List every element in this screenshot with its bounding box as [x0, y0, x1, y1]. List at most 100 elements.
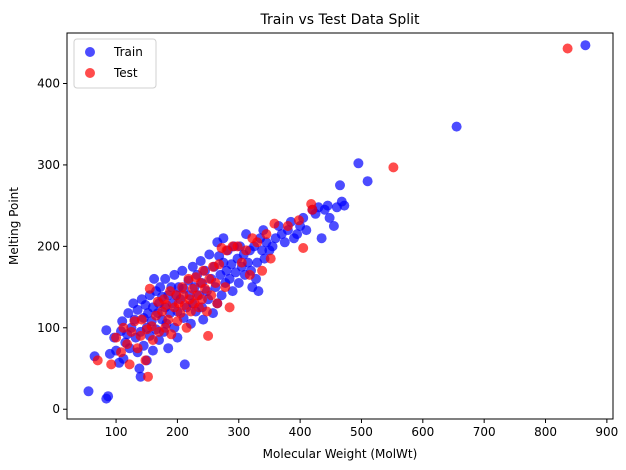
data-point [122, 339, 133, 350]
y-axis-ticks: 0 100 200 300 400 [37, 76, 67, 416]
series-train [83, 40, 591, 404]
data-point [132, 343, 143, 354]
data-point [335, 180, 345, 191]
data-point [123, 308, 134, 319]
data-point [233, 278, 244, 288]
data-point [282, 221, 293, 231]
data-point [195, 256, 206, 266]
data-point [322, 200, 333, 211]
data-point [220, 282, 231, 293]
data-point [232, 241, 243, 252]
data-point [146, 321, 157, 332]
data-point [388, 162, 399, 173]
data-point [328, 221, 339, 231]
data-point [307, 204, 318, 215]
data-point [244, 269, 255, 280]
data-point [163, 314, 174, 325]
data-point [103, 391, 114, 402]
data-point [252, 257, 263, 268]
x-tick-label: 700 [473, 425, 496, 439]
data-point [203, 330, 214, 341]
data-point [224, 302, 235, 313]
data-point [236, 257, 247, 268]
data-point [212, 298, 223, 309]
legend-train-marker [85, 47, 95, 57]
data-point [144, 283, 155, 294]
x-tick-label: 500 [350, 425, 373, 439]
data-point [200, 283, 210, 294]
data-point [257, 245, 268, 256]
x-tick-label: 100 [105, 425, 128, 439]
data-point [135, 330, 146, 341]
data-point [101, 325, 112, 336]
data-point [252, 237, 263, 248]
data-point [147, 335, 158, 345]
data-point [172, 316, 183, 327]
data-point [316, 233, 327, 244]
data-point [126, 326, 137, 337]
data-point [201, 306, 212, 317]
data-point [143, 371, 153, 382]
data-point [451, 121, 462, 132]
data-point [218, 233, 229, 244]
data-point [111, 332, 122, 343]
data-point [179, 359, 190, 370]
data-point [210, 278, 221, 288]
y-tick-label: 300 [37, 158, 60, 172]
data-point [166, 329, 177, 340]
data-point [353, 158, 364, 169]
data-point [187, 261, 198, 272]
data-point [149, 273, 160, 284]
x-tick-label: 400 [289, 425, 312, 439]
data-point [227, 286, 238, 297]
data-point [324, 212, 335, 223]
data-point [171, 290, 182, 301]
data-point [132, 304, 143, 315]
data-point [155, 282, 166, 293]
x-tick-label: 200 [166, 425, 189, 439]
x-tick-label: 800 [534, 425, 557, 439]
data-point [580, 40, 591, 51]
y-tick-label: 400 [37, 76, 60, 90]
data-point [193, 302, 204, 313]
data-point [253, 286, 264, 297]
data-point [197, 294, 207, 305]
data-point [175, 308, 186, 319]
data-point [362, 176, 373, 187]
x-axis-ticks: 100 200 300 400 500 600 700 800 900 [105, 419, 618, 439]
data-point [198, 314, 209, 325]
data-point [160, 322, 171, 333]
data-point [198, 265, 209, 276]
data-point [267, 241, 278, 252]
data-point [116, 347, 126, 358]
data-point [293, 215, 304, 226]
y-tick-label: 200 [37, 239, 60, 253]
x-axis-label: Molecular Weight (MolWt) [263, 447, 418, 461]
data-point [224, 273, 235, 284]
data-point [134, 363, 145, 374]
data-point [257, 265, 268, 276]
legend-train-label: Train [113, 45, 143, 59]
data-point [161, 300, 172, 310]
data-point [106, 359, 117, 370]
data-point [177, 282, 188, 293]
data-point [269, 218, 280, 229]
data-point [265, 253, 276, 264]
data-point [261, 229, 272, 240]
data-point [216, 290, 227, 301]
data-point [185, 306, 196, 317]
data-point [181, 322, 192, 333]
data-point [163, 343, 174, 354]
data-point [279, 237, 290, 248]
data-point [298, 243, 309, 253]
data-points [83, 40, 591, 404]
y-tick-label: 100 [37, 321, 60, 335]
x-tick-label: 300 [227, 425, 250, 439]
x-tick-label: 600 [411, 425, 434, 439]
data-point [301, 225, 312, 236]
x-tick-label: 900 [595, 425, 618, 439]
data-point [241, 245, 252, 256]
legend: Train Test [73, 38, 157, 89]
data-point [204, 249, 215, 260]
